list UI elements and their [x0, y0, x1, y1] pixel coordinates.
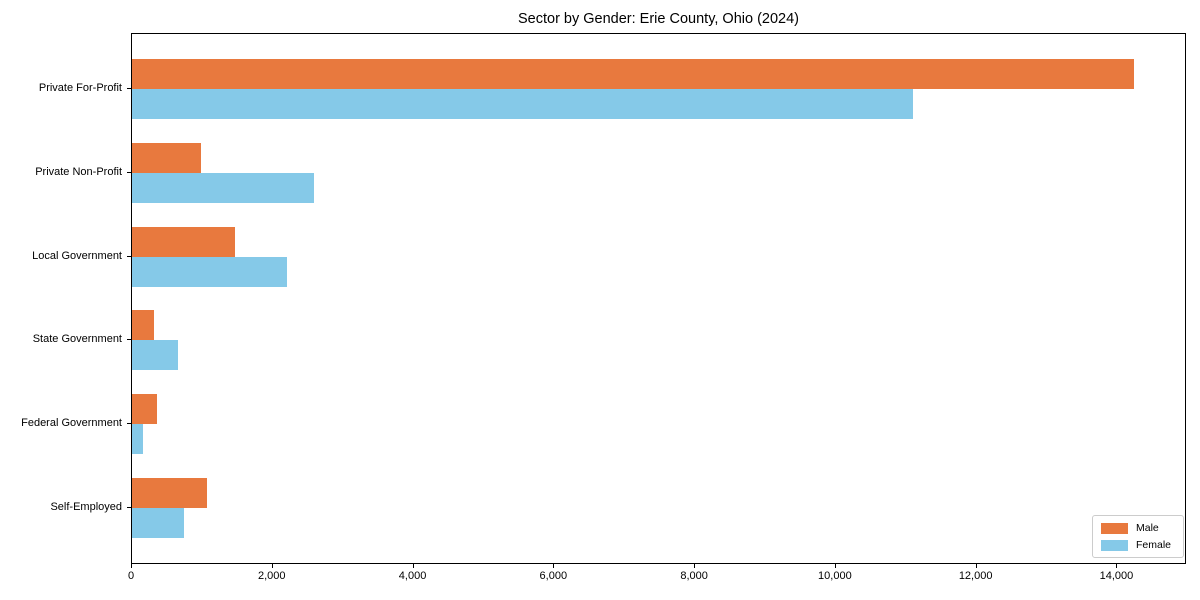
x-tick-3 [553, 564, 555, 568]
bar-female-2 [132, 256, 287, 287]
bar-female-0 [132, 89, 913, 119]
chart-title: Sector by Gender: Erie County, Ohio (202… [517, 11, 799, 27]
x-tick-1 [271, 564, 273, 568]
legend-label-female: Female [1135, 539, 1171, 551]
bar-male-1 [132, 142, 201, 173]
x-tick-5 [834, 564, 836, 568]
x-tick-7 [1116, 564, 1118, 568]
x-tick-label-5: 10,000 [818, 570, 852, 582]
bar-female-1 [132, 172, 314, 203]
x-tick-label-4: 8,000 [680, 570, 708, 582]
y-tick-4 [127, 423, 131, 425]
legend-swatch-male [1100, 522, 1128, 534]
x-tick-2 [412, 564, 414, 568]
legend-item-female: Female [1100, 539, 1171, 551]
x-tick-label-2: 4,000 [398, 570, 427, 582]
bar-male-5 [132, 478, 207, 508]
plot-area [131, 33, 1186, 564]
x-tick-label-6: 12,000 [958, 570, 993, 582]
y-axis-label-1: Private Non-Profit [35, 165, 122, 178]
bar-male-4 [132, 394, 157, 425]
y-tick-2 [127, 255, 131, 257]
bar-female-3 [132, 340, 178, 371]
legend-item-male: Male [1100, 522, 1171, 534]
bar-female-5 [132, 508, 185, 538]
y-tick-3 [127, 339, 131, 341]
y-axis-labels: Private For-Profit Private Non-Profit Loca… [0, 33, 122, 564]
legend-swatch-female [1100, 539, 1128, 551]
y-tick-0 [127, 88, 131, 89]
x-tick-label-1: 2,000 [258, 570, 286, 582]
y-axis-label-4: Federal Government [21, 417, 122, 430]
y-axis-label-2: Local Government [32, 249, 122, 262]
x-tick-label-0: 0 [127, 570, 135, 582]
y-tick-1 [127, 171, 131, 173]
legend: Male Female [1091, 515, 1184, 558]
x-tick-label-7: 14,000 [1099, 570, 1134, 582]
y-axis-label-5: Self-Employed [50, 501, 122, 513]
y-axis-label-3: State Government [32, 333, 122, 346]
bar-female-4 [132, 424, 144, 455]
y-tick-5 [127, 507, 131, 508]
bar-male-0 [132, 59, 1135, 89]
x-tick-4 [694, 564, 696, 568]
x-tick-0 [131, 564, 132, 568]
bar-male-2 [132, 226, 235, 257]
x-tick-6 [975, 564, 977, 568]
y-axis-label-0: Private For-Profit [38, 82, 122, 94]
bar-male-3 [132, 310, 154, 341]
legend-label-male: Male [1135, 522, 1159, 534]
x-tick-label-3: 6,000 [539, 570, 568, 582]
